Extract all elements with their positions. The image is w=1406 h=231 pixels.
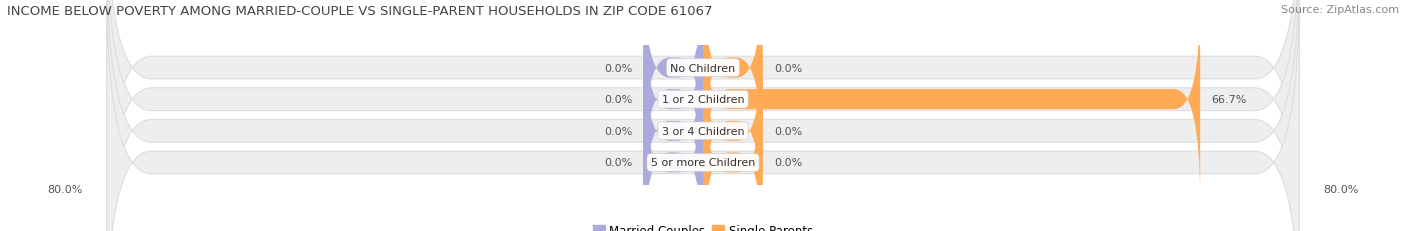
Text: 80.0%: 80.0%	[1323, 184, 1360, 194]
FancyBboxPatch shape	[107, 0, 1299, 231]
Text: 1 or 2 Children: 1 or 2 Children	[662, 95, 744, 105]
Text: 0.0%: 0.0%	[605, 158, 633, 168]
Text: 0.0%: 0.0%	[773, 158, 801, 168]
Text: 0.0%: 0.0%	[605, 95, 633, 105]
FancyBboxPatch shape	[107, 0, 1299, 231]
Text: 0.0%: 0.0%	[605, 63, 633, 73]
FancyBboxPatch shape	[644, 31, 703, 231]
Text: 0.0%: 0.0%	[773, 126, 801, 136]
FancyBboxPatch shape	[107, 0, 1299, 231]
Text: 80.0%: 80.0%	[46, 184, 83, 194]
Text: 66.7%: 66.7%	[1212, 95, 1247, 105]
Legend: Married Couples, Single Parents: Married Couples, Single Parents	[588, 219, 818, 231]
FancyBboxPatch shape	[107, 0, 1299, 231]
FancyBboxPatch shape	[703, 31, 762, 231]
Text: 0.0%: 0.0%	[605, 126, 633, 136]
FancyBboxPatch shape	[644, 0, 703, 169]
FancyBboxPatch shape	[703, 0, 762, 169]
Text: INCOME BELOW POVERTY AMONG MARRIED-COUPLE VS SINGLE-PARENT HOUSEHOLDS IN ZIP COD: INCOME BELOW POVERTY AMONG MARRIED-COUPL…	[7, 5, 713, 18]
Text: 3 or 4 Children: 3 or 4 Children	[662, 126, 744, 136]
Text: Source: ZipAtlas.com: Source: ZipAtlas.com	[1281, 5, 1399, 15]
FancyBboxPatch shape	[644, 0, 703, 200]
FancyBboxPatch shape	[703, 62, 762, 231]
Text: 5 or more Children: 5 or more Children	[651, 158, 755, 168]
Text: 0.0%: 0.0%	[773, 63, 801, 73]
Text: No Children: No Children	[671, 63, 735, 73]
FancyBboxPatch shape	[644, 62, 703, 231]
FancyBboxPatch shape	[703, 0, 1201, 200]
